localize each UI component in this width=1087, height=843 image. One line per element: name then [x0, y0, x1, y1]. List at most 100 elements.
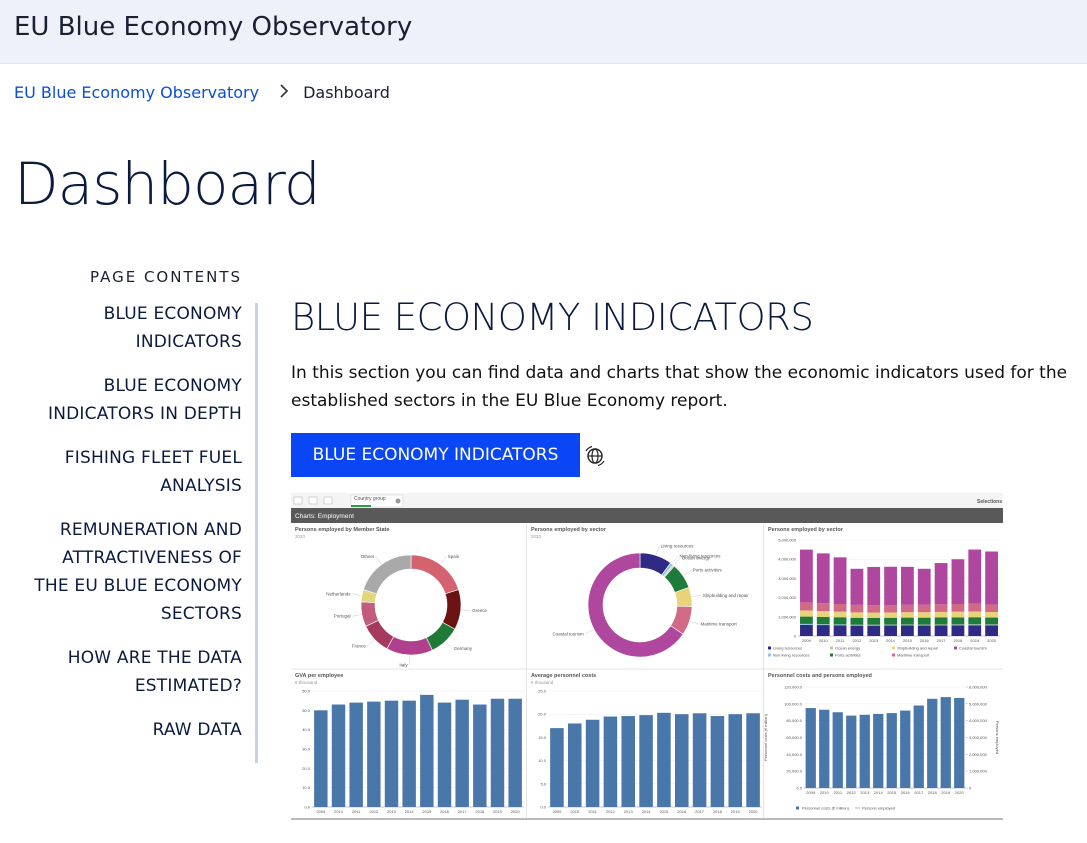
page-contents-heading: PAGE CONTENTS: [90, 268, 242, 286]
bar: [314, 710, 328, 807]
site-title[interactable]: EU Blue Economy Observatory: [14, 12, 413, 42]
slice-label: Spain: [448, 554, 460, 559]
legend-swatch: [954, 646, 957, 650]
bar: [349, 702, 363, 807]
x-tick-label: 2016: [901, 790, 911, 795]
legend-label: Ports activities: [835, 653, 861, 658]
x-tick-label: 2011: [588, 809, 597, 814]
breadcrumb-separator: [279, 83, 289, 102]
y2-tick-label: 3,000,000: [969, 735, 988, 740]
legend-label: Persons employed: [862, 806, 895, 811]
bar-segment: [800, 616, 813, 624]
chevron: [280, 84, 289, 98]
chart-subtitle: € thousand: [295, 680, 318, 685]
legend-label: Non-living resources: [773, 653, 809, 658]
leader-line: [674, 557, 681, 565]
bar: [746, 713, 760, 807]
slice-label: Netherlands: [326, 591, 351, 596]
bar-segment: [867, 617, 881, 625]
bar: [832, 712, 843, 788]
bar-segment: [850, 624, 864, 626]
selections-label[interactable]: Selections: [977, 499, 1002, 505]
y-tick-label: 80,000.0: [786, 718, 802, 723]
y-tick-label: 20.0: [302, 766, 311, 771]
toc-link[interactable]: BLUE ECONOMY INDICATORS IN DEPTH: [48, 376, 242, 424]
bar: [728, 714, 743, 807]
bar: [927, 698, 938, 788]
leader-line: [656, 545, 660, 555]
leader-line: [440, 556, 447, 564]
x-tick-label: 2018: [928, 790, 938, 795]
x-tick-label: 2018: [953, 638, 963, 643]
x-tick-label: 2017: [937, 638, 947, 643]
x-tick-label: 2011: [352, 809, 361, 814]
bar-segment: [917, 617, 931, 625]
y2-tick-label: 5,000,000: [969, 701, 988, 706]
toc-link[interactable]: FISHING FLEET FUEL ANALYSIS: [64, 448, 242, 496]
x-tick-label: 2009: [806, 790, 816, 795]
tool-button[interactable]: [293, 496, 303, 505]
slice-label: Shipbuilding and repair: [703, 593, 750, 598]
toc-link[interactable]: HOW ARE THE DATA ESTIMATED?: [67, 648, 242, 696]
x-tick-label: 2020: [955, 790, 965, 795]
bar-segment: [800, 624, 813, 625]
x-tick-label: 2013: [387, 809, 397, 814]
bar-segment: [816, 616, 830, 625]
tool-button[interactable]: [323, 496, 333, 505]
x-tick-label: 2015: [659, 809, 669, 814]
slice-label: Non-living resources: [680, 554, 722, 559]
x-tick-label: 2010: [334, 809, 344, 814]
bar: [657, 712, 671, 807]
bar-segment: [833, 557, 847, 604]
bar-segment: [816, 553, 830, 604]
toc-link[interactable]: REMUNERATION AND ATTRACTIVENESS OF THE E…: [34, 520, 242, 624]
indicators-button[interactable]: BLUE ECONOMY INDICATORS: [291, 433, 580, 477]
x-tick-label: 2014: [874, 790, 884, 795]
x-tick-label: 2019: [493, 809, 503, 814]
x-tick-label: 2018: [475, 809, 485, 814]
slice-label: Ports activities: [693, 568, 723, 573]
x-tick-label: 2019: [941, 790, 951, 795]
toc-link[interactable]: BLUE ECONOMY INDICATORS: [103, 304, 242, 352]
x-tick-label: 2015: [887, 790, 897, 795]
bar-segment: [951, 611, 965, 618]
x-tick-label: 2010: [570, 809, 580, 814]
tool-button[interactable]: [308, 496, 318, 505]
legend-label: Shipbuilding and repair: [897, 646, 939, 651]
bar-segment: [934, 625, 948, 636]
y-tick-label: 2,000,000: [778, 595, 797, 600]
bar-segment: [985, 551, 998, 605]
x-tick-label: 2019: [731, 809, 741, 814]
bar-segment: [800, 602, 813, 611]
bar-segment: [968, 603, 982, 612]
breadcrumb-link[interactable]: EU Blue Economy Observatory: [14, 83, 260, 102]
filter-indicator: [351, 505, 371, 507]
slice-label: Greece: [472, 608, 487, 613]
bar-segment: [968, 549, 982, 604]
filter-chip[interactable]: [350, 494, 404, 508]
y-tick-label: 100,000.0: [784, 701, 803, 706]
x-tick-label: 2014: [642, 809, 652, 814]
bar-segment: [850, 604, 864, 613]
toc-rule: [255, 303, 258, 763]
y-axis-title: Personnel costs (€ million): [763, 713, 768, 761]
bar-segment: [968, 624, 982, 626]
bar-segment: [816, 603, 830, 612]
x-tick-label: 2017: [458, 809, 468, 814]
bar-segment: [917, 625, 931, 636]
section-title: BLUE ECONOMY INDICATORS: [291, 296, 814, 339]
leader-line: [445, 642, 453, 649]
x-tick-label: 2010: [820, 790, 830, 795]
bar: [490, 698, 505, 807]
bar: [710, 716, 725, 807]
slice-label: Germany: [454, 646, 473, 651]
toc-link[interactable]: RAW DATA: [152, 720, 242, 740]
bar-segment: [951, 625, 965, 636]
filter-clear[interactable]: [395, 498, 401, 504]
bar-segment: [934, 604, 948, 612]
chart-subtitle: 2020: [531, 534, 542, 539]
globe-icon[interactable]: [584, 445, 606, 467]
bar-segment: [867, 566, 881, 606]
pie-slice: [442, 589, 462, 630]
x-tick-label: 2011: [836, 638, 845, 643]
